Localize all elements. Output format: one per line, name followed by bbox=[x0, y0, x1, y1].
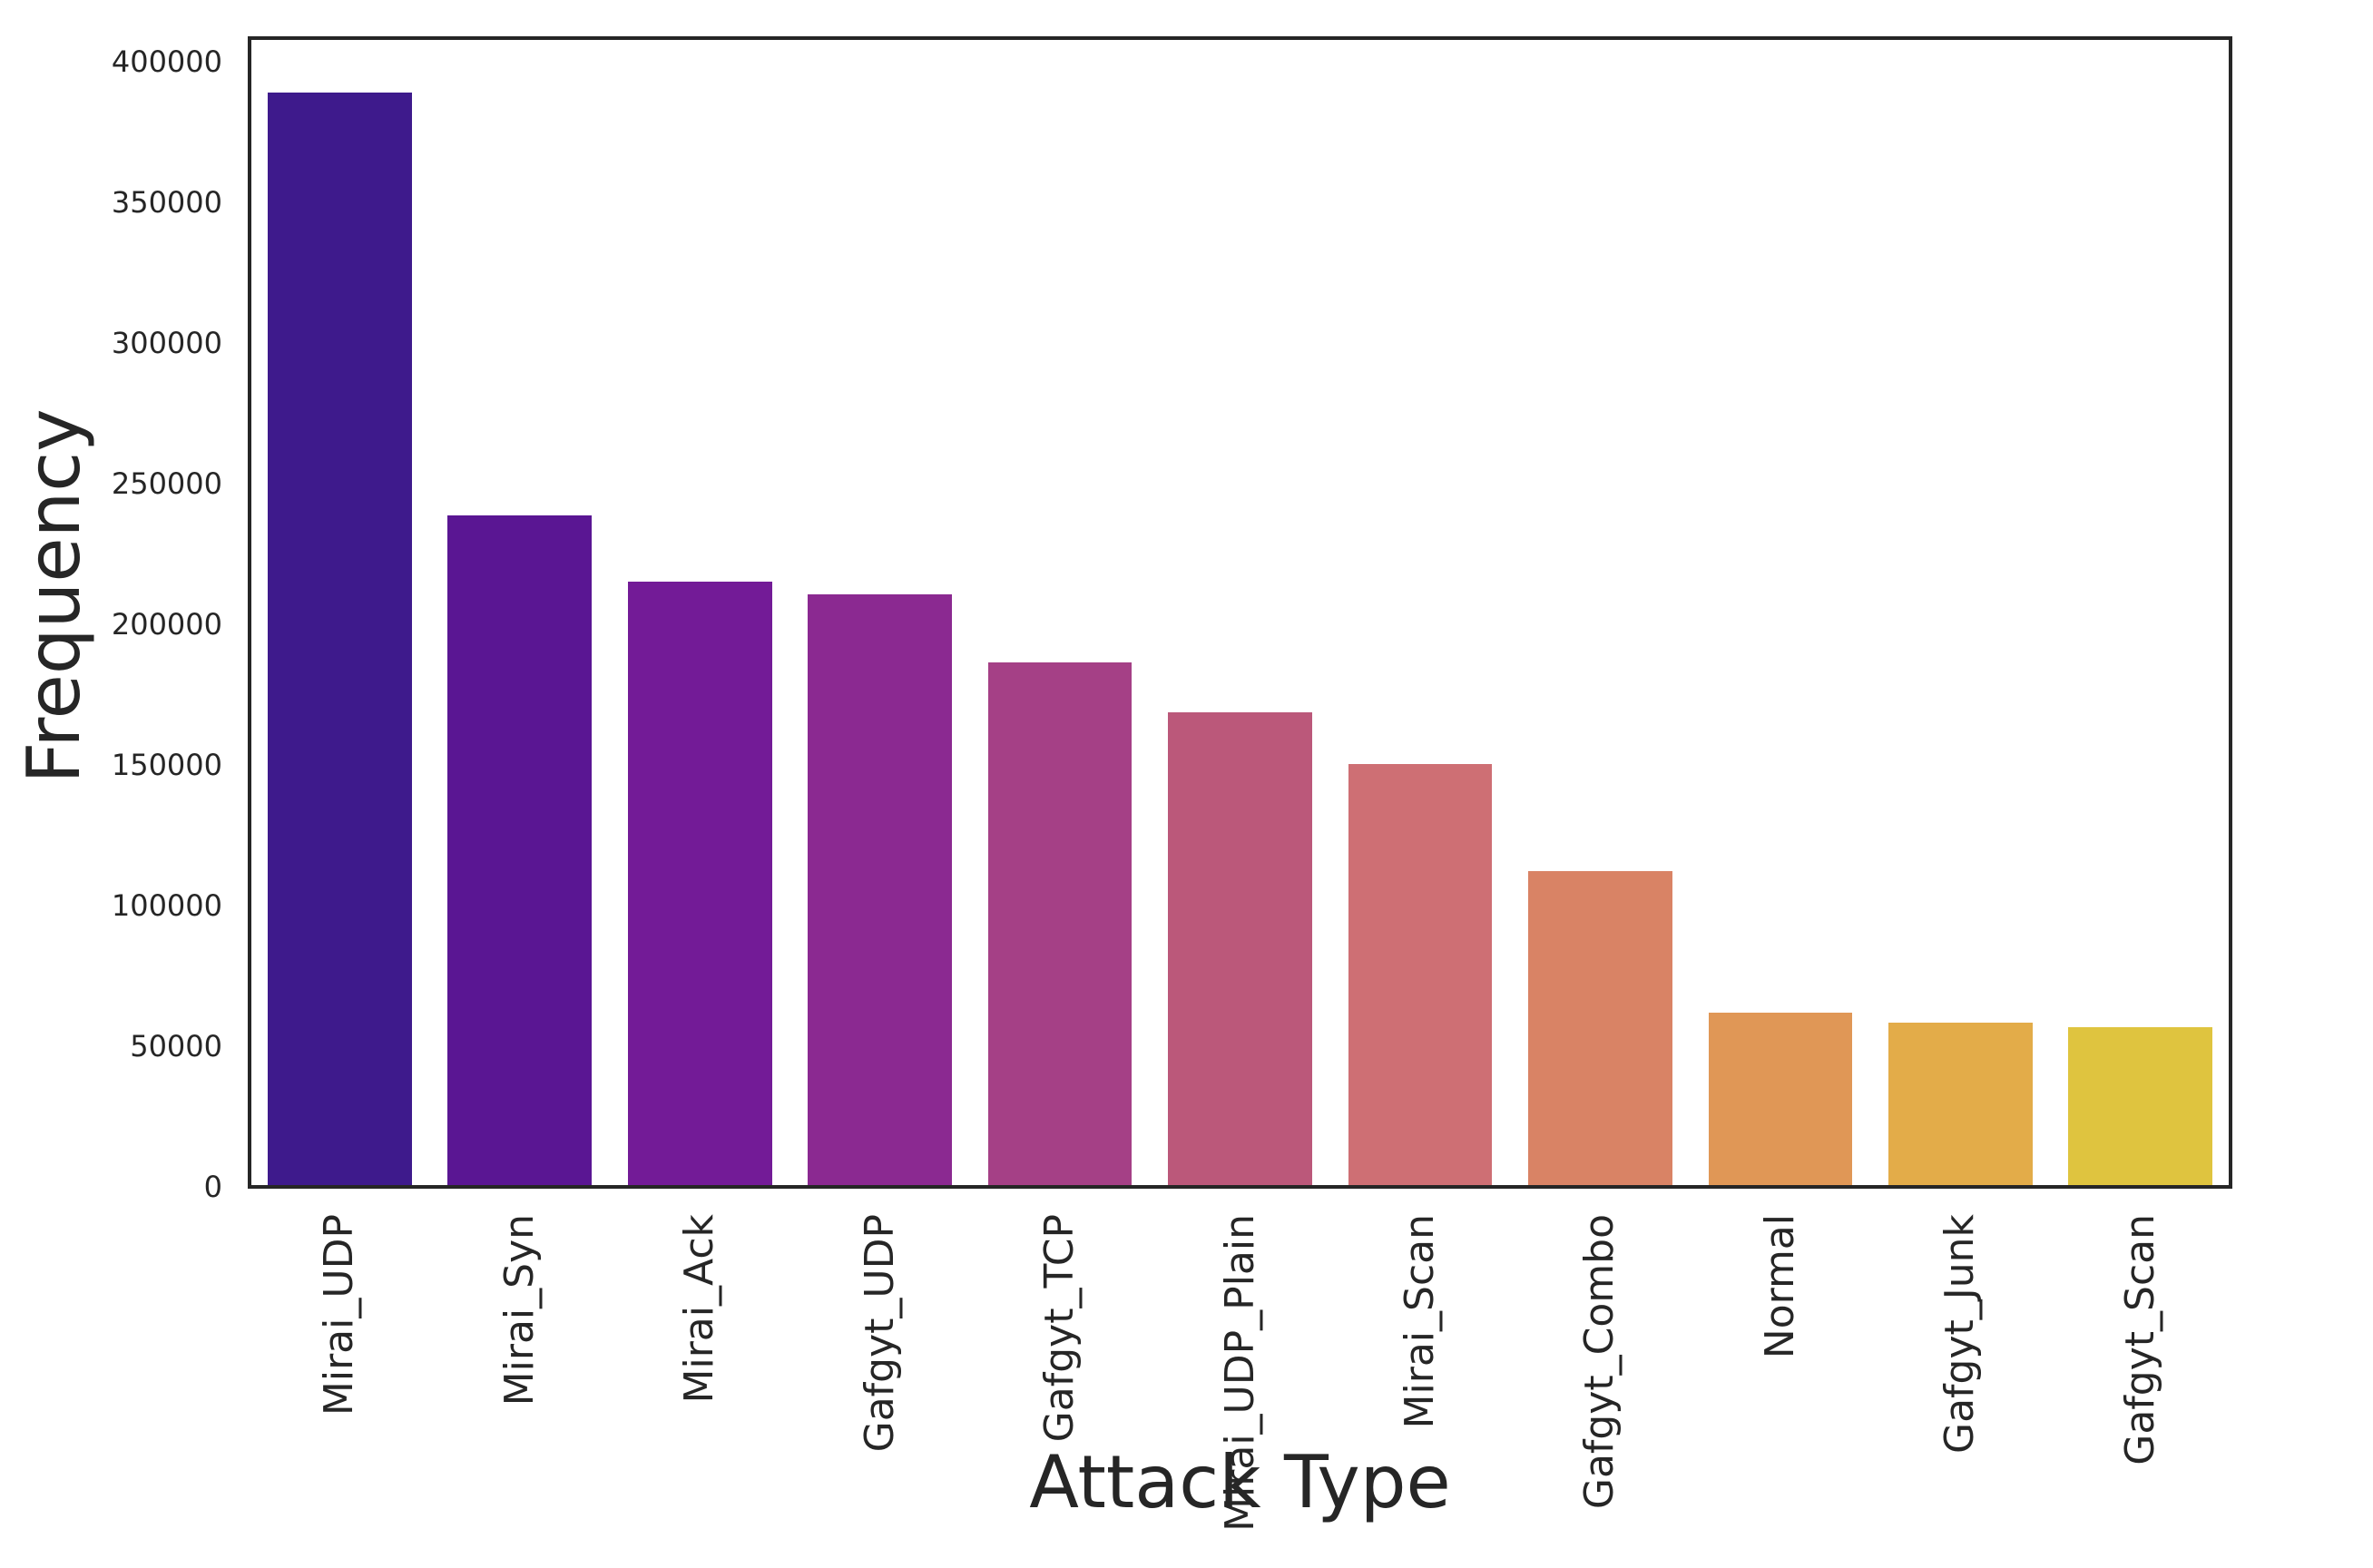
y-tick-label: 300000 bbox=[111, 325, 222, 360]
bar-Gafgyt_Combo bbox=[1528, 871, 1672, 1187]
y-tick-label: 100000 bbox=[111, 887, 222, 923]
bar-Gafgyt_TCP bbox=[987, 662, 1133, 1187]
x-tick-label: Gafgyt_TCP bbox=[1036, 1214, 1083, 1443]
y-tick-label: 50000 bbox=[130, 1029, 222, 1063]
x-tick-label: Gafgyt_UDP bbox=[856, 1214, 903, 1453]
y-tick-label: 350000 bbox=[111, 184, 222, 220]
x-tick-label: Normal bbox=[1756, 1214, 1803, 1359]
bar-Mirai_Scan bbox=[1348, 764, 1493, 1187]
y-tick-label: 250000 bbox=[111, 466, 222, 501]
y-tick-label: 200000 bbox=[111, 606, 222, 642]
y-tick-label: 400000 bbox=[111, 44, 222, 79]
bar-Mirai_UDP_Plain bbox=[1168, 712, 1312, 1187]
x-tick-label: Mirai_Ack bbox=[676, 1214, 723, 1404]
bar-Gafgyt_UDP bbox=[808, 594, 952, 1187]
bar-Mirai_UDP bbox=[267, 93, 412, 1187]
bar-Mirai_Ack bbox=[627, 582, 772, 1187]
x-tick-label: Gafgyt_Junk bbox=[1937, 1214, 1984, 1454]
x-tick-label: Mirai_Syn bbox=[495, 1214, 543, 1406]
x-axis-label: Attack Type bbox=[1029, 1440, 1451, 1524]
x-tick-label: Mirai_Scan bbox=[1397, 1214, 1443, 1429]
bar-Gafgyt_Junk bbox=[1888, 1023, 2033, 1187]
bar-Normal bbox=[1708, 1013, 1853, 1187]
x-tick-label: Mirai_UDP bbox=[316, 1214, 363, 1416]
bar-Gafgyt_Scan bbox=[2068, 1027, 2213, 1187]
y-axis-label: Frequency bbox=[12, 408, 96, 784]
y-tick-label: 0 bbox=[203, 1170, 222, 1204]
bar-Mirai_Syn bbox=[447, 515, 593, 1187]
x-tick-label: Gafgyt_Scan bbox=[2116, 1214, 2163, 1465]
y-tick-label: 150000 bbox=[111, 747, 222, 782]
